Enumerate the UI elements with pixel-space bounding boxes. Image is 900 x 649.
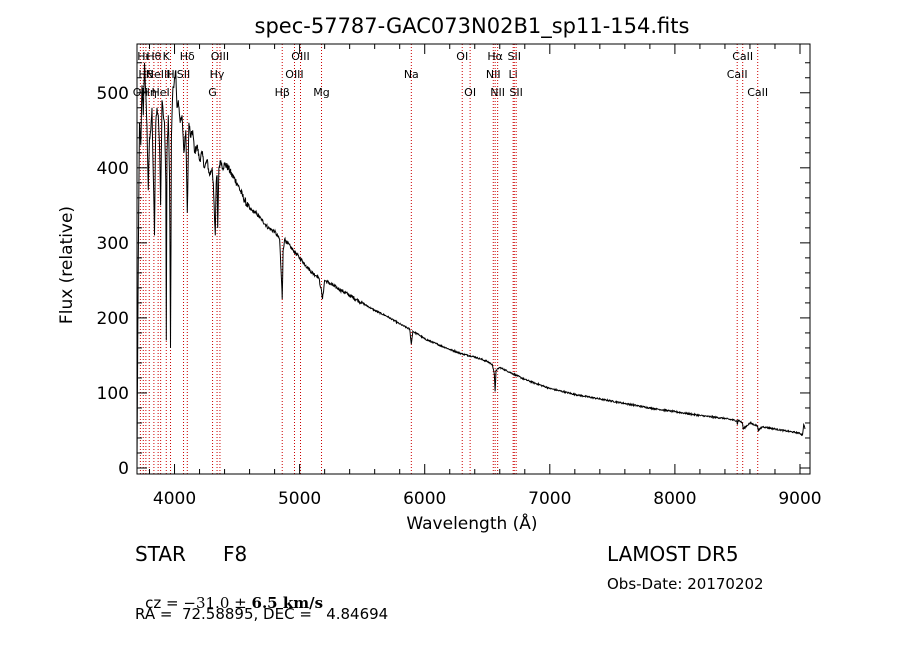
object-subclass: F8 [223,542,248,566]
marker-label: Mg [313,86,329,99]
x-tick-label: 9000 [778,489,821,509]
marker-label: OIII [291,50,309,63]
marker-label: Li [509,68,518,81]
marker-label: NII [490,86,505,99]
marker-label: NeIII [146,68,171,81]
x-tick-label: 5000 [278,489,321,509]
axes: 4000 5000 6000 7000 8000 9000 0 100 200 300 400 500 [97,43,822,509]
marker-label: H [166,68,174,81]
y-tick-label: 100 [97,384,129,404]
marker-label: Hα [487,50,503,63]
x-axis-label: Wavelength (Å) [406,512,537,534]
cz-value: −31.0 [183,594,230,612]
marker-label: Hι [137,50,149,63]
marker-label: Hβ [275,86,290,99]
x-tick-label: 6000 [403,489,446,509]
marker-label: SII [177,68,190,81]
marker-label: SII [508,50,521,63]
marker-label: CaII [732,50,753,63]
object-class: STAR [135,542,186,566]
y-tick-label: 0 [118,459,129,479]
marker-label: OIII [285,68,303,81]
marker-label: OI [456,50,468,63]
y-axis-label: Flux (relative) [57,206,77,324]
x-tick-label: 4000 [153,489,196,509]
y-tick-label: 500 [97,84,129,104]
marker-label: CaII [727,68,748,81]
marker-label: HeI [151,86,169,99]
marker-label: Hθ [138,68,153,81]
redshift-line: cz = −31.0 ± 6.5 km/s [135,574,323,612]
plot-area [136,62,806,469]
marker-label: NII [486,68,501,81]
marker-label: Hθ [146,50,161,63]
cz-prefix: cz = [145,594,184,612]
y-tick-label: 300 [97,234,129,254]
plot-frame [136,43,811,475]
marker-label: Hδ [180,50,195,63]
observation-date: Obs-Date: 20170202 [607,575,764,593]
marker-label: G [208,86,217,99]
x-tick-label: 7000 [528,489,571,509]
marker-label: OI [464,86,476,99]
y-tick-label: 200 [97,309,129,329]
spectrum-line [136,62,806,469]
cz-error: 6.5 km/s [251,594,324,612]
ra-dec: RA = 72.58895, DEC = 4.84694 [135,605,389,623]
cz-pm-symbol: ± [234,594,247,612]
chart-title: spec-57787-GAC073N02B1_sp11-154.fits [255,14,690,39]
y-tick-label: 400 [97,159,129,179]
marker-label: Hγ [210,68,225,81]
marker-label: SII [509,86,522,99]
x-tick-label: 8000 [653,489,696,509]
survey-name: LAMOST DR5 [607,542,739,566]
marker-label: Na [404,68,419,81]
marker-label: CaII [747,86,768,99]
marker-label: K [163,50,171,63]
marker-label: OIII [211,50,229,63]
